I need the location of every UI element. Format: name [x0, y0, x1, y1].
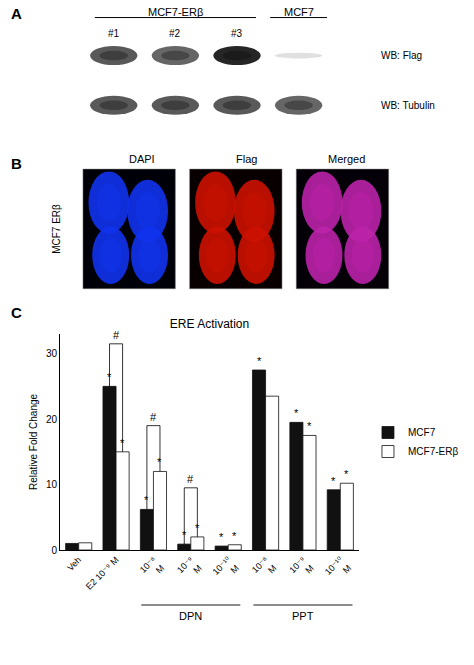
- svg-text:*: *: [195, 522, 200, 534]
- svg-text:0: 0: [51, 545, 57, 556]
- svg-text:*: *: [219, 531, 224, 543]
- svg-text:*: *: [144, 494, 149, 506]
- svg-text:DAPI: DAPI: [129, 153, 155, 165]
- svg-text:10⁻⁸M: 10⁻⁸M: [250, 555, 279, 584]
- svg-text:Veh: Veh: [65, 555, 83, 573]
- svg-text:B: B: [11, 155, 22, 172]
- svg-text:C: C: [11, 304, 22, 321]
- svg-text:MCF7: MCF7: [284, 6, 314, 18]
- svg-text:*: *: [232, 530, 237, 542]
- svg-text:#2: #2: [169, 28, 181, 39]
- svg-text:30: 30: [46, 348, 58, 359]
- svg-text:*: *: [294, 407, 299, 419]
- svg-text:MCF7: MCF7: [408, 427, 436, 438]
- svg-text:#: #: [113, 329, 120, 341]
- svg-text:WB: Tubulin: WB: Tubulin: [381, 100, 435, 111]
- svg-text:*: *: [307, 420, 312, 432]
- svg-text:E2 10⁻⁹ M: E2 10⁻⁹ M: [84, 555, 121, 592]
- svg-text:Relative Fold Change: Relative Fold Change: [28, 393, 39, 490]
- svg-text:MCF7 ERβ: MCF7 ERβ: [51, 204, 62, 254]
- svg-text:Merged: Merged: [328, 153, 365, 165]
- svg-text:*: *: [331, 475, 336, 487]
- svg-text:#: #: [187, 473, 194, 485]
- svg-text:DPN: DPN: [179, 610, 202, 622]
- svg-text:Flag: Flag: [236, 153, 257, 165]
- svg-text:PPT: PPT: [292, 610, 314, 622]
- svg-text:#1: #1: [108, 28, 120, 39]
- svg-text:*: *: [120, 437, 125, 449]
- svg-text:*: *: [344, 468, 349, 480]
- svg-text:*: *: [182, 529, 187, 541]
- svg-text:10⁻⁹M: 10⁻⁹M: [287, 555, 316, 584]
- svg-text:A: A: [11, 5, 22, 22]
- svg-text:#: #: [150, 411, 157, 423]
- svg-text:10⁻⁹M: 10⁻⁹M: [175, 555, 204, 584]
- svg-text:10⁻¹⁰M: 10⁻¹⁰M: [323, 555, 354, 586]
- svg-text:20: 20: [46, 414, 58, 425]
- svg-text:10: 10: [46, 479, 58, 490]
- svg-text:*: *: [107, 371, 112, 383]
- svg-text:MCF7-ERβ: MCF7-ERβ: [408, 446, 458, 457]
- svg-text:10⁻¹⁰M: 10⁻¹⁰M: [211, 555, 242, 586]
- svg-text:ERE Activation: ERE Activation: [170, 317, 249, 331]
- svg-text:#3: #3: [231, 28, 243, 39]
- svg-text:10⁻⁸M: 10⁻⁸M: [138, 555, 167, 584]
- svg-text:WB: Flag: WB: Flag: [381, 50, 422, 61]
- svg-text:MCF7-ERβ: MCF7-ERβ: [148, 6, 203, 18]
- svg-text:*: *: [257, 355, 262, 367]
- svg-text:*: *: [157, 456, 162, 468]
